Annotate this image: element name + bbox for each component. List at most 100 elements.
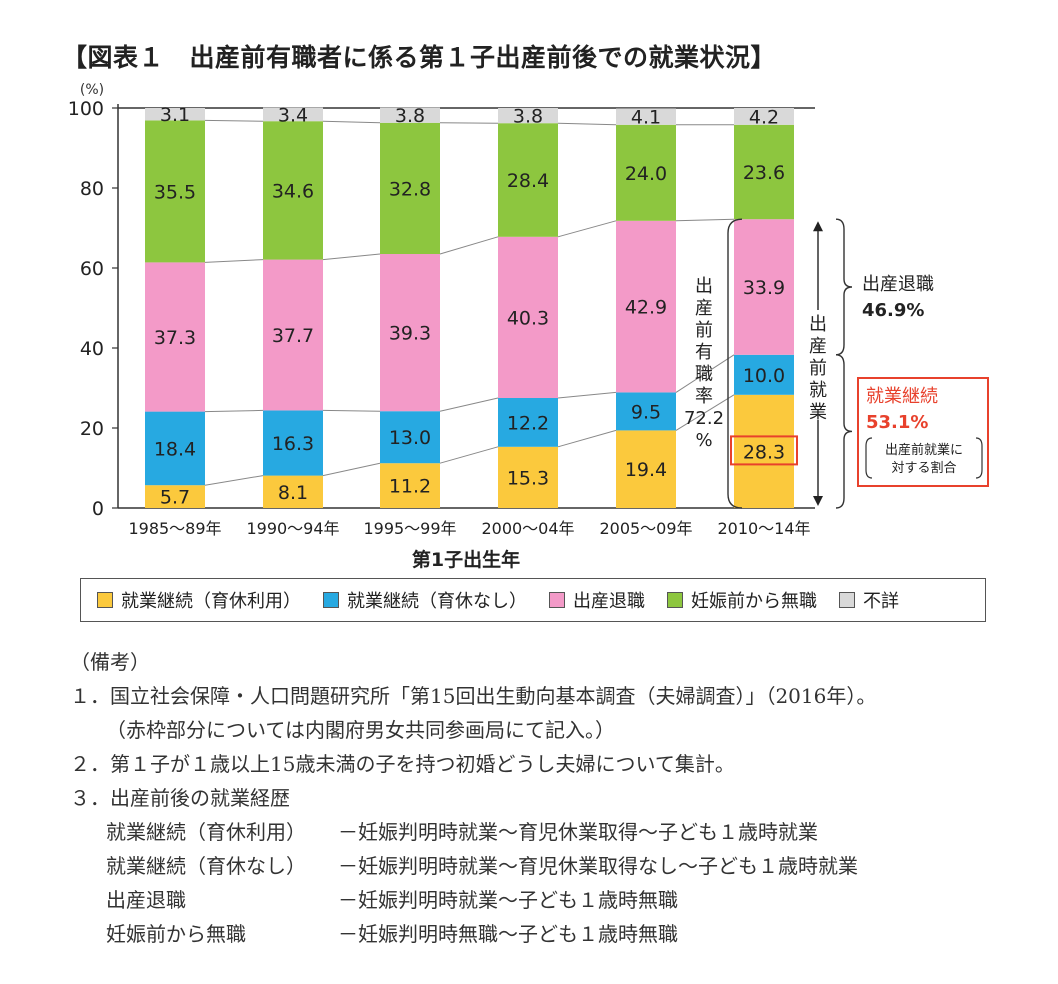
data-label: 23.6 <box>743 162 785 184</box>
stacked-bar-chart: (%) 0 20 40 60 80 100 5.7 18.4 37.3 35.5 3.1 1985～89… <box>68 82 989 571</box>
bar-segment <box>498 398 558 447</box>
prebirth-employed-label: 産 <box>809 336 827 357</box>
connector-line <box>557 122 617 126</box>
arrow-head-up <box>813 221 823 232</box>
bar-segment <box>734 108 794 125</box>
continue-box <box>857 377 989 487</box>
data-label: 12.2 <box>507 412 549 434</box>
definition-desc: －妊娠判明時就業～育児休業取得なし～子ども１歳時就業 <box>338 854 858 878</box>
bar-segment <box>498 446 558 508</box>
data-label: 4.1 <box>631 107 661 129</box>
data-label: 37.7 <box>272 325 314 347</box>
data-label: 33.9 <box>743 277 785 299</box>
paren-left <box>865 437 873 479</box>
data-label: 34.6 <box>272 180 314 202</box>
data-label: 16.3 <box>272 433 314 455</box>
prebirth-employed-label: 業 <box>809 402 827 423</box>
legend-label: 就業継続（育休なし） <box>347 591 527 612</box>
notes: （備考） １．国立社会保障・人口問題研究所「第15回出生動向基本調査（夫婦調査）… <box>70 645 876 951</box>
legend-swatch-quit <box>549 592 565 608</box>
prebirth-rate-label: 出 <box>695 276 713 297</box>
bar-segment <box>616 430 676 508</box>
legend-swatch-no-leave <box>323 592 339 608</box>
legend: 就業継続（育休利用） 就業継続（育休なし） 出産退職 妊娠前から無職 不詳 <box>80 578 986 622</box>
data-label: 42.9 <box>625 297 667 319</box>
bar-segment <box>145 411 205 486</box>
legend-label: 不詳 <box>863 591 899 612</box>
definition-term: 妊娠前から無職 <box>106 922 246 946</box>
bar-segment <box>145 108 205 121</box>
legend-item: 就業継続（育休利用） <box>97 587 301 613</box>
x-tick-label: 1985～89年 <box>128 519 221 538</box>
bar-segment <box>498 108 558 124</box>
connector-line <box>439 397 499 412</box>
bar-segment <box>734 124 794 220</box>
prebirth-rate-value: 72.2 <box>684 408 724 429</box>
data-label: 13.0 <box>389 427 431 449</box>
connector-line <box>675 218 735 222</box>
data-label: 4.2 <box>749 106 779 128</box>
x-tick-label: 2000～04年 <box>481 519 574 538</box>
paren-right <box>975 437 983 479</box>
x-tick-label: 2005～09年 <box>599 519 692 538</box>
note-1b: （赤枠部分については内閣府男女共同参画局にて記入。） <box>106 718 615 742</box>
x-tick-label: 1995～99年 <box>363 519 456 538</box>
data-label: 37.3 <box>154 327 196 349</box>
data-label: 35.5 <box>154 181 196 203</box>
data-label: 19.4 <box>625 459 667 481</box>
data-label: 28.3 <box>743 441 785 463</box>
legend-item: 妊娠前から無職 <box>667 587 817 613</box>
connector-line <box>204 409 264 413</box>
legend-label: 就業継続（育休利用） <box>121 591 301 612</box>
prebirth-rate-label: 前 <box>695 320 713 341</box>
definition-row: 就業継続（育休利用） －妊娠判明時就業～育児休業取得～子ども１歳時就業 <box>70 815 876 849</box>
quit-value: 46.9% <box>862 300 924 321</box>
continue-label: 就業継続 <box>866 386 938 407</box>
connector-line <box>439 446 499 464</box>
legend-item: 不詳 <box>839 587 899 613</box>
bar-segment <box>498 236 558 398</box>
bar-segment <box>380 463 440 508</box>
bar-segment <box>616 108 676 125</box>
bar-segment <box>263 107 323 122</box>
brace-continue <box>835 354 853 509</box>
note-3: ３．出産前後の就業経歴 <box>70 786 290 810</box>
arrow-text-bg <box>807 310 829 420</box>
prebirth-rate-unit: % <box>695 430 712 451</box>
data-label: 3.4 <box>278 104 308 126</box>
legend-label: 出産退職 <box>573 591 645 612</box>
x-tick-label: 2010～14年 <box>717 519 810 538</box>
legend-swatch-unemployed <box>667 592 683 608</box>
continue-note-line1: 出産前就業に <box>885 442 963 458</box>
data-label: 32.8 <box>389 178 431 200</box>
prebirth-rate-label: 産 <box>695 298 713 319</box>
x-tick-label: 1990～94年 <box>246 519 339 538</box>
connector-line <box>204 475 264 486</box>
bar-segment <box>145 485 205 508</box>
connector-line <box>322 120 381 124</box>
notes-header: （備考） <box>70 650 150 674</box>
data-label: 3.8 <box>395 105 425 127</box>
connector-line <box>675 394 735 431</box>
data-label: 24.0 <box>625 163 667 185</box>
definition-row: 就業継続（育休なし） －妊娠判明時就業～育児休業取得なし～子ども１歳時就業 <box>70 849 876 883</box>
bar-segment <box>498 123 558 237</box>
bar-segment <box>380 122 440 254</box>
data-label: 3.1 <box>160 104 190 126</box>
prebirth-employed-label: 前 <box>809 358 827 379</box>
connector-line <box>322 409 381 412</box>
connector-line <box>557 429 617 448</box>
y-axis-unit: (%) <box>80 82 104 98</box>
connector-line <box>557 220 617 238</box>
data-label: 28.4 <box>507 170 549 192</box>
bar-segment <box>734 219 794 355</box>
continue-note-line2: 対する割合 <box>891 460 956 476</box>
prebirth-employed-label: 就 <box>809 380 827 401</box>
continue-value: 53.1% <box>866 412 928 433</box>
data-label: 18.4 <box>154 438 196 460</box>
legend-item: 出産退職 <box>549 587 645 613</box>
bar-segment <box>616 392 676 431</box>
connector-line <box>322 253 381 261</box>
bar-segment <box>263 475 323 508</box>
y-tick-label: 80 <box>80 178 104 200</box>
